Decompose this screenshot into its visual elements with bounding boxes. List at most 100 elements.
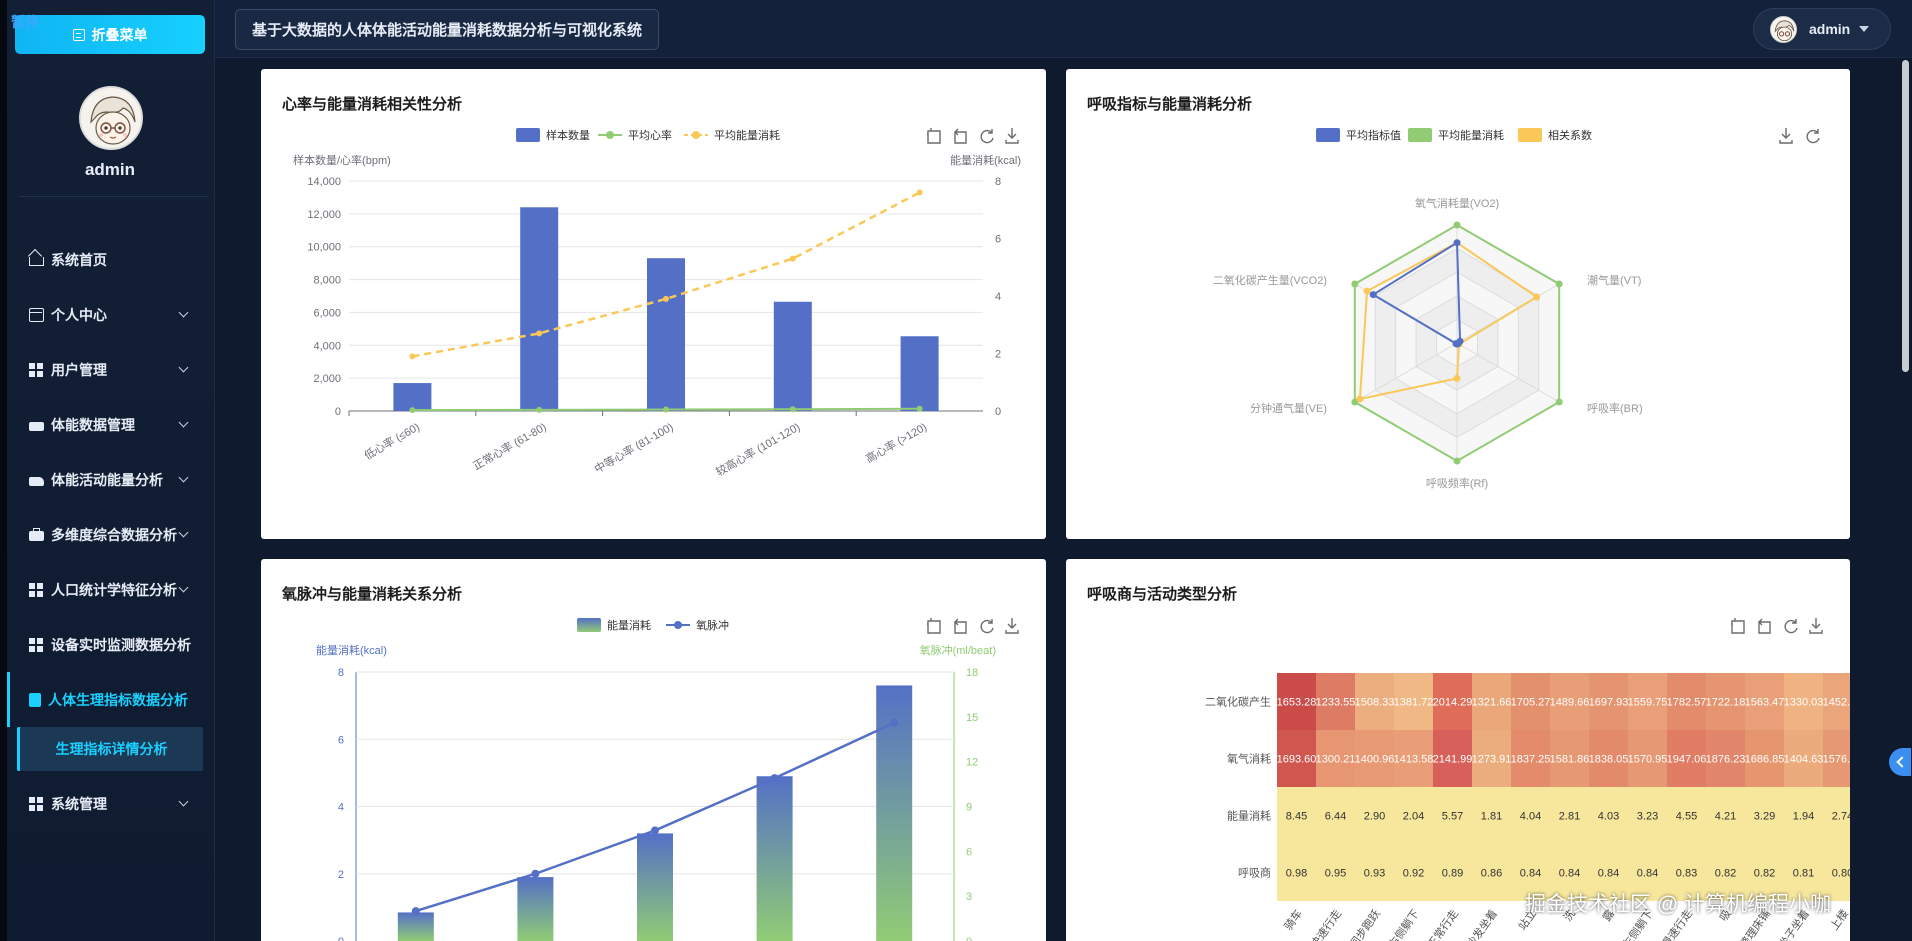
collapse-side-button[interactable] (1889, 748, 1911, 776)
heatmap-cell (1589, 787, 1628, 844)
radar-point (1533, 293, 1541, 301)
heatmap-cell (1316, 730, 1355, 787)
restore-icon[interactable] (1784, 619, 1798, 634)
zoom-icon[interactable] (927, 128, 941, 144)
y-tick-label: 4 (338, 802, 344, 814)
sidebar-username: admin (84, 160, 136, 179)
briefcase-icon (29, 528, 44, 541)
sidebar-item-label: 设备实时监测数据分析 (51, 636, 191, 653)
chevron-down-icon (178, 362, 189, 373)
heatmap-cell-value: 0.92 (1403, 868, 1424, 880)
heatmap-cell (1745, 730, 1784, 787)
zoom-icon[interactable] (927, 618, 941, 634)
sidebar-item-label: 个人中心 (51, 306, 107, 323)
heatmap-cell-value: 3.23 (1637, 811, 1658, 823)
sidebar-item-label: 多维度综合数据分析 (51, 526, 177, 543)
pause-label[interactable]: 暂停 (11, 14, 39, 30)
download-icon-path (1809, 618, 1823, 634)
legend-label: 平均能量消耗 (714, 128, 780, 142)
y-tick-label: 6 (338, 734, 344, 746)
restore-icon[interactable] (980, 619, 994, 634)
zoom-reset-icon[interactable] (1758, 618, 1771, 634)
sidebar-item-physiology[interactable]: 人体生理指标数据分析 (7, 672, 215, 727)
sidebar-item-personal-center[interactable]: 个人中心 (7, 287, 215, 342)
y-tick-label: 0 (335, 406, 341, 418)
heatmap-cell-value: 0.93 (1364, 868, 1385, 880)
heatmap-row-label: 二氧化碳产生 (1205, 695, 1271, 709)
zoom-icon[interactable] (1731, 618, 1745, 634)
heatmap-cell (1745, 673, 1784, 730)
radar-indicator-label: 呼吸频率(Rf) (1426, 476, 1488, 490)
sidebar-item-multidim-analysis[interactable]: 多维度综合数据分析 (7, 507, 215, 562)
download-icon[interactable] (1809, 618, 1823, 634)
heatmap-cell-value: 0.84 (1520, 868, 1541, 880)
collapse-menu-button[interactable]: 折叠菜单 (15, 15, 205, 54)
heatmap-cell-value: 1576.59 (1823, 754, 1850, 766)
sidebar-item-fitness-data[interactable]: 体能数据管理 (7, 397, 215, 452)
sidebar-item-home[interactable]: 系统首页 (7, 232, 215, 287)
heatmap-cell-value: 1452.58 (1823, 697, 1850, 709)
restore-icon[interactable] (980, 129, 994, 144)
sidebar-item-system-management[interactable]: 系统管理 (7, 776, 215, 831)
bar (756, 776, 793, 941)
heatmap-cell-value: 1581.86 (1550, 754, 1590, 766)
heatmap-cell-value: 1508.33 (1355, 697, 1395, 709)
y2-tick-label: 9 (966, 802, 972, 814)
sidebar-item-label: 人口统计学特征分析 (51, 581, 177, 598)
zoom-reset-icon[interactable] (954, 618, 967, 634)
radar-indicator-label: 呼吸率(BR) (1587, 401, 1643, 415)
heatmap-cell-value: 3.29 (1754, 811, 1775, 823)
heatmap-cell-value: 2141.99 (1433, 754, 1473, 766)
heatmap-cell (1823, 730, 1850, 787)
heatmap-cell (1433, 730, 1472, 787)
respiratory-quotient-heatmap: 二氧化碳产生 1653.28 1233.55 1508.33 1381.72 2014.2… (1205, 618, 1850, 941)
download-icon[interactable] (1779, 128, 1793, 144)
heatmap-cell (1823, 673, 1850, 730)
avatar[interactable] (79, 86, 143, 150)
y-tick-label: 4,000 (313, 340, 341, 352)
sidebar-subitem-physiology-details[interactable]: 生理指标详情分析 (17, 727, 203, 771)
bar (520, 207, 559, 411)
scrollbar-thumb[interactable] (1902, 60, 1909, 372)
zoom-reset-icon-path (954, 618, 967, 634)
point (411, 907, 420, 916)
user-menu[interactable]: admin (1753, 8, 1891, 50)
heatmap-cell-value: 0.86 (1481, 868, 1502, 880)
sidebar-item-energy-analysis[interactable]: 体能活动能量分析 (7, 452, 215, 507)
restore-icon-path (1806, 129, 1820, 144)
heatmap-cell-value: 1782.57 (1667, 697, 1707, 709)
download-icon[interactable] (1005, 128, 1019, 144)
heatmap-cell-value: 0.82 (1715, 868, 1736, 880)
legend-label: 氧脉冲 (696, 618, 729, 632)
legend-swatch (1408, 128, 1432, 142)
y-axis-title: 能量消耗(kcal) (316, 643, 387, 657)
point (536, 406, 543, 413)
x-tick-label: 低心率 (≤60) (362, 419, 422, 462)
y2-tick-label: 6 (966, 846, 972, 858)
heatmap-column-label: 骑车 (1281, 907, 1305, 933)
y-tick-label: 2,000 (313, 373, 341, 385)
radar-spoke (1456, 342, 1560, 403)
download-icon[interactable] (1005, 618, 1019, 634)
heatmap-cell-value: 1837.25 (1511, 754, 1551, 766)
radar-indicator-label: 氧气消耗量(VO2) (1415, 196, 1499, 210)
heatmap-cell-value: 1876.23 (1706, 754, 1746, 766)
heatmap-cell (1511, 673, 1550, 730)
bar (637, 833, 673, 941)
truck-icon (29, 422, 44, 431)
heatmap-cell (1667, 673, 1706, 730)
legend-label: 能量消耗 (607, 618, 651, 632)
heatmap-cell-value: 1947.06 (1667, 754, 1707, 766)
heatmap-cell-value: 1838.05 (1589, 754, 1629, 766)
heatmap-cell (1550, 673, 1589, 730)
radar-point (1555, 398, 1563, 406)
grid-icon (29, 796, 44, 811)
sidebar-item-demographics[interactable]: 人口统计学特征分析 (7, 562, 215, 617)
chevron-down-icon (178, 527, 189, 538)
sidebar-item-device-monitoring[interactable]: 设备实时监测数据分析 (7, 617, 215, 672)
zoom-reset-icon[interactable] (954, 128, 967, 144)
sidebar-item-user-management[interactable]: 用户管理 (7, 342, 215, 397)
heatmap-column-label: 沙发坐着 (1463, 907, 1500, 941)
restore-icon[interactable] (1806, 129, 1820, 144)
heatmap-cell (1589, 730, 1628, 787)
